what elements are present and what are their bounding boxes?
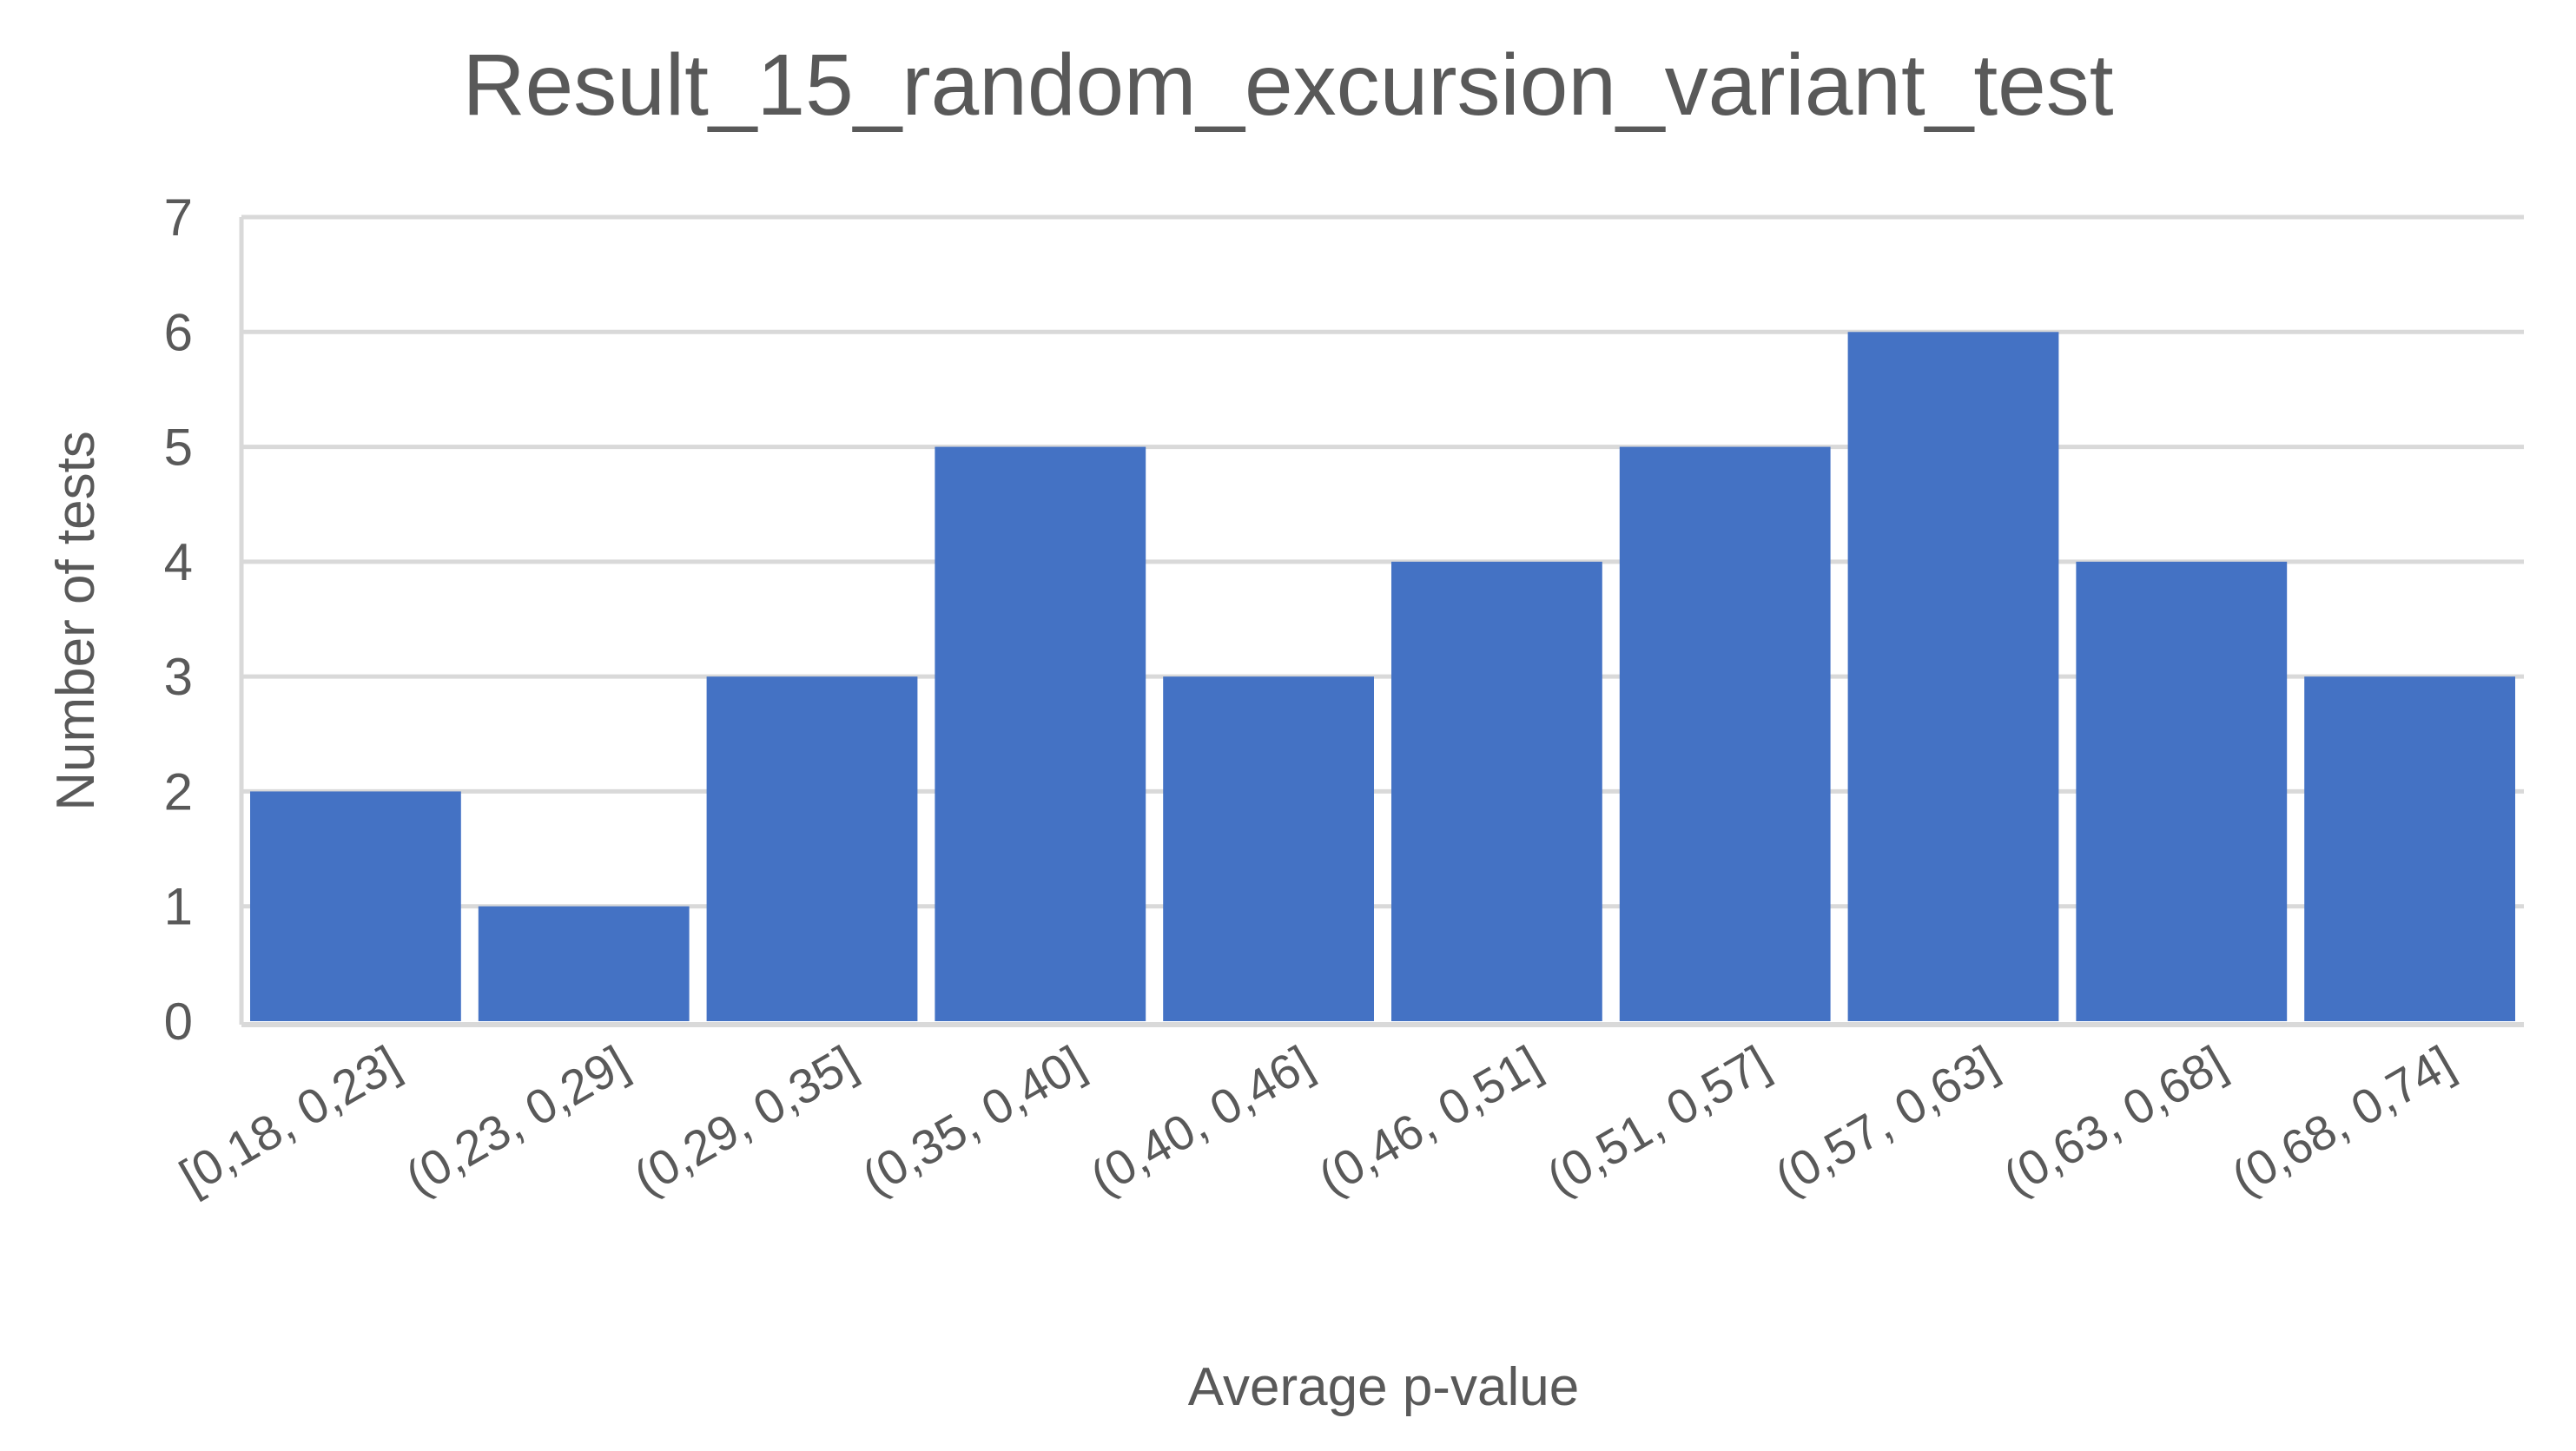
x-tick-label: (0,40, 0,46] [1081,1035,1322,1205]
x-tick-label: (0,57, 0,63] [1766,1035,2006,1205]
y-tick-label: 5 [164,419,193,477]
x-axis-label: Average p-value [1188,1357,1579,1417]
bar [250,791,461,1021]
bar [935,446,1146,1021]
chart-title: Result_15_random_excursion_variant_test [462,36,2113,134]
bar [478,906,690,1021]
bar [1619,446,1831,1021]
x-tick-label: (0,29, 0,35] [624,1035,865,1205]
bar [2304,676,2515,1021]
y-tick-label: 7 [164,188,193,247]
x-tick-label: (0,63, 0,68] [1994,1035,2235,1205]
x-tick-label: (0,46, 0,51] [1310,1035,1550,1205]
y-axis-ticks: 0 1 2 3 4 5 6 7 [164,188,193,1051]
x-tick-label: [0,18, 0,23] [170,1035,408,1204]
y-tick-label: 1 [164,878,193,936]
bar [706,676,918,1021]
x-tick-label: (0,51, 0,57] [1537,1035,1778,1205]
bar [1391,561,1602,1021]
x-tick-label: (0,23, 0,29] [396,1035,637,1205]
x-tick-label: (0,35, 0,40] [853,1035,1093,1205]
y-tick-label: 2 [164,762,193,821]
bar [1847,332,2059,1021]
bar [2076,561,2288,1021]
bars [250,332,2515,1021]
x-tick-label: (0,68, 0,74] [2223,1035,2463,1205]
y-axis-label: Number of tests [46,431,106,811]
bar [1163,676,1374,1021]
y-tick-label: 3 [164,648,193,706]
y-tick-label: 4 [164,533,193,591]
x-axis-ticks: [0,18, 0,23](0,23, 0,29](0,29, 0,35](0,3… [170,1035,2462,1205]
y-tick-label: 0 [164,993,193,1051]
gridlines [241,214,2524,909]
y-tick-label: 6 [164,303,193,361]
